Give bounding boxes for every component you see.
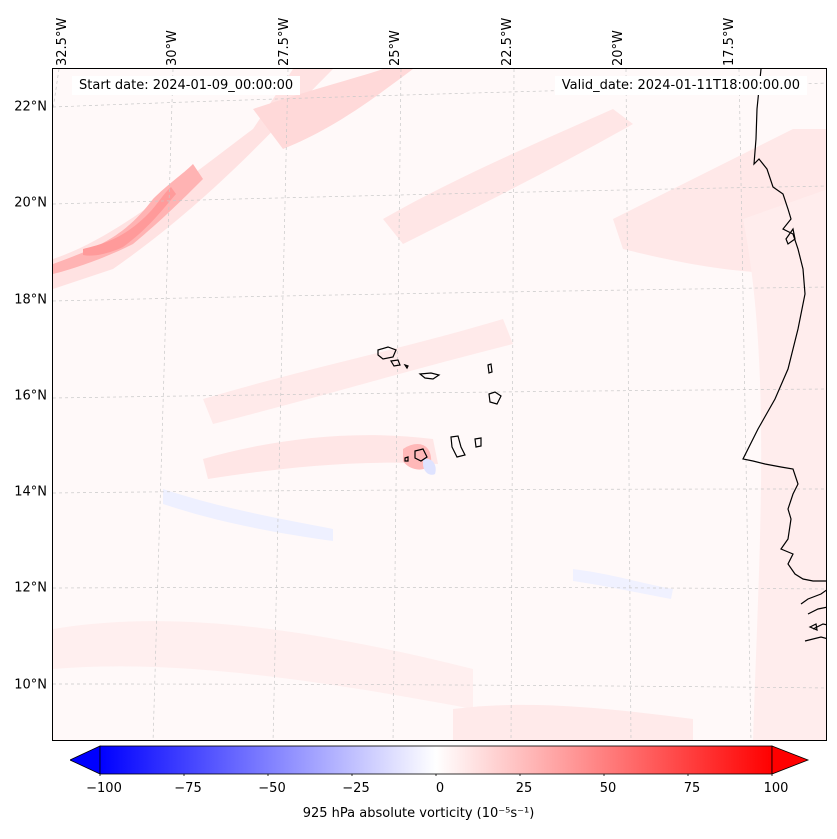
vorticity-shade: [453, 704, 693, 740]
vorticity-shade: [203, 319, 513, 424]
vorticity-shade: [53, 621, 473, 709]
colorbar-tick-label: 100: [763, 781, 789, 796]
lat-label-14n: 14°N: [14, 484, 47, 500]
colorbar-tick-label: 75: [683, 781, 701, 796]
vorticity-core: [83, 187, 176, 256]
colorbar-title: 925 hPa absolute vorticity (10⁻⁵s⁻¹): [302, 806, 535, 821]
colorbar-ticks: [99, 774, 773, 776]
island-sao-vicente: [390, 359, 401, 367]
colorbar-tick-label: −100: [86, 781, 122, 796]
valid-date-label: Valid_date: 2024-01-11T18:00:00.00: [554, 76, 807, 95]
lon-label-17-5w: 17.5°W: [722, 17, 737, 66]
africa-coastline: [742, 69, 826, 642]
island-maio: [474, 437, 482, 448]
colorbar-tick-label: 0: [435, 781, 445, 796]
vorticity-negative: [573, 569, 673, 599]
island-santa-luzia: [403, 363, 409, 370]
map-panel: [52, 68, 827, 741]
lat-label-18n: 18°N: [14, 292, 47, 308]
cape-verde-islands: [377, 346, 502, 462]
colorbar: [70, 745, 810, 776]
graticule: [53, 69, 826, 740]
island-sal: [487, 363, 493, 374]
island-brava: [404, 456, 409, 462]
colorbar-tick-label: 50: [599, 781, 617, 796]
lat-label-16n: 16°N: [14, 388, 47, 404]
vorticity-shade: [203, 435, 438, 479]
vorticity-shade: [383, 109, 633, 244]
colorbar-tick-label: −75: [174, 781, 202, 796]
island-sao-nicolau: [418, 372, 441, 380]
vorticity-shade: [253, 69, 413, 149]
start-date-label: Start date: 2024-01-09_00:00:00: [72, 76, 301, 95]
colorbar-low-extend: [70, 745, 101, 775]
lat-label-22n: 22°N: [14, 99, 47, 115]
vorticity-negative: [163, 489, 333, 541]
lat-label-20n: 20°N: [14, 195, 47, 211]
vorticity-streak: [53, 164, 203, 274]
vorticity-shade: [743, 189, 826, 740]
lon-label-32-5w: 32.5°W: [55, 17, 70, 66]
colorbar-tick-label: 25: [515, 781, 533, 796]
colorbar-tick-label: −25: [342, 781, 370, 796]
vorticity-field: [53, 69, 826, 740]
island-santiago: [450, 435, 466, 458]
lat-label-12n: 12°N: [14, 580, 47, 596]
island-santo-antao: [377, 346, 397, 360]
lat-label-10n: 10°N: [14, 677, 47, 693]
colorbar-tick-label: −50: [258, 781, 286, 796]
lon-label-27-5w: 27.5°W: [277, 17, 292, 66]
lon-label-22-5w: 22.5°W: [500, 17, 515, 66]
lon-label-25w: 25°W: [388, 30, 403, 66]
vorticity-negative: [423, 458, 436, 475]
lon-label-30w: 30°W: [165, 30, 180, 66]
colorbar-high-extend: [771, 745, 810, 775]
colorbar-gradient: [99, 745, 773, 775]
island-boa-vista: [488, 391, 502, 405]
lon-label-20w: 20°W: [611, 30, 626, 66]
island-fogo: [414, 448, 428, 462]
